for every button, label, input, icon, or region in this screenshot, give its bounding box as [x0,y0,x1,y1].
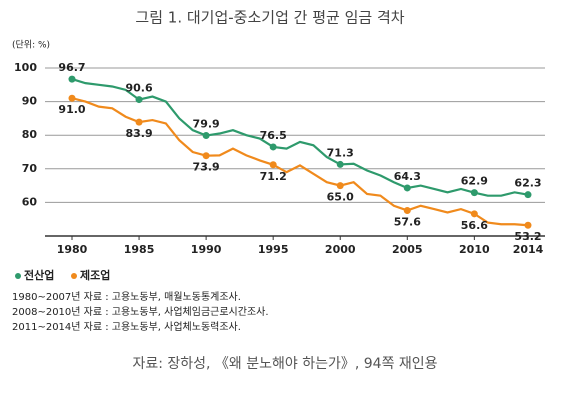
caption: 자료: 장하성, 《왜 분노해야 하는가》, 94쪽 재인용 [132,356,437,372]
x-tick-label: 2010 [459,243,490,256]
point-marker [524,221,532,229]
point-marker [202,152,210,160]
value-label: 91.0 [58,103,85,116]
value-label: 71.2 [260,170,287,183]
unit-label: (단위: %) [12,40,50,51]
value-label: 73.9 [193,161,220,174]
point-marker [135,118,143,126]
y-tick-label: 60 [22,195,38,208]
value-label: 79.9 [193,118,220,131]
series-line [71,97,529,227]
point-marker [269,161,277,169]
value-label: 76.5 [260,129,287,142]
value-label: 83.9 [125,127,152,140]
point-marker [135,96,143,104]
legend-label: 전산업 [24,268,54,282]
y-tick-label: 70 [22,162,38,175]
value-label: 62.3 [514,177,541,190]
value-label: 96.7 [58,61,85,74]
series-line [71,78,529,197]
legend-marker [15,273,21,279]
x-tick-label: 2014 [513,243,544,256]
value-label: 64.3 [394,170,421,183]
legend-marker [71,273,77,279]
value-label: 53.2 [514,230,541,243]
point-marker [524,191,532,199]
point-marker [68,75,76,83]
y-tick-label: 90 [22,95,38,108]
value-label: 62.9 [461,175,488,188]
y-tick-label: 80 [22,128,38,141]
point-marker [269,143,277,151]
x-tick-label: 1990 [191,243,222,256]
source-note: 1980~2007년 자료 : 고용노동부, 매월노동통계조사. [12,291,241,303]
x-tick-label: 1995 [258,243,289,256]
point-marker [336,182,344,190]
x-tick-label: 2005 [392,243,423,256]
value-label: 56.6 [461,219,488,232]
x-tick-label: 2000 [325,243,356,256]
point-marker [68,94,76,102]
point-marker [202,132,210,140]
x-tick-label: 1980 [57,243,88,256]
value-label: 71.3 [327,146,354,159]
point-marker [336,160,344,168]
y-tick-label: 100 [14,61,37,74]
point-marker [403,184,411,192]
point-marker [470,210,478,218]
x-tick-label: 1985 [124,243,155,256]
value-label: 90.6 [125,82,152,95]
point-marker [403,206,411,214]
source-note: 2008~2010년 자료 : 고용노동부, 사업체임금근로시간조사. [12,305,269,318]
point-marker [470,189,478,197]
value-label: 57.6 [394,215,421,228]
chart-title: 그림 1. 대기업-중소기업 간 평균 임금 격차 [135,9,404,27]
source-note: 2011~2014년 자료 : 고용노동부, 사업체노동력조사. [12,320,241,333]
legend-label: 제조업 [80,268,110,282]
value-label: 65.0 [327,191,354,204]
